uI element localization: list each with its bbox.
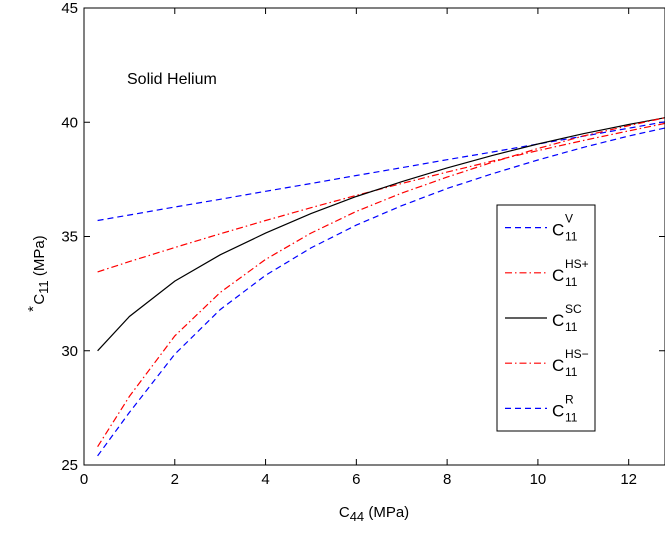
y-tick-label: 30 xyxy=(61,343,78,360)
legend-label-sup-4: HS− xyxy=(565,347,589,361)
legend-label-3: C xyxy=(552,311,564,330)
series-line-1 xyxy=(97,121,665,222)
x-tick-label: 10 xyxy=(530,471,547,488)
series-line-5 xyxy=(97,127,665,457)
y-axis-label-unit: (MPa) xyxy=(31,235,48,280)
svg-text:C11 (MPa): C11 (MPa) xyxy=(31,235,51,304)
x-tick-label: 8 xyxy=(443,471,451,488)
y-tick-label: 40 xyxy=(61,114,78,131)
legend-label-sub-1: 11 xyxy=(565,230,578,244)
x-axis-label-unit: (MPa) xyxy=(364,504,409,521)
legend-label-5: C xyxy=(552,401,564,420)
x-axis-label: C44 (MPa) xyxy=(339,504,409,524)
legend-label-sup-2: HS+ xyxy=(565,257,589,271)
series-line-4 xyxy=(97,117,665,448)
legend-label-1: C xyxy=(552,221,564,240)
ticks-layer: 0 2 4 6 8 10 12 25 30 35 40 45 xyxy=(61,0,665,488)
x-axis-label-sub: 44 xyxy=(350,509,364,524)
y-axis-label-main: C xyxy=(31,294,48,305)
x-tick-label: 6 xyxy=(352,471,360,488)
plot-frame xyxy=(83,7,665,466)
x-tick-label: 2 xyxy=(171,471,179,488)
legend-label-sub-4: 11 xyxy=(565,365,578,379)
annotation-text: Solid Helium xyxy=(127,71,217,88)
x-tick-label: 12 xyxy=(620,471,637,488)
y-axis-label-sub: 11 xyxy=(36,280,51,294)
legend-label-sup-3: SC xyxy=(565,302,582,316)
legend-label-sup-1: V xyxy=(565,212,573,226)
legend-label-4: C xyxy=(552,356,564,375)
y-tick-label: 45 xyxy=(61,0,78,17)
y-axis-label-sup: * xyxy=(25,306,42,312)
x-tick-label: 0 xyxy=(80,471,88,488)
series-line-3 xyxy=(97,117,665,352)
legend-label-sub-3: 11 xyxy=(565,320,578,334)
legend-label-2: C xyxy=(552,266,564,285)
series-layer xyxy=(97,117,665,457)
x-tick-label: 4 xyxy=(261,471,269,488)
y-tick-label: 35 xyxy=(61,229,78,246)
legend-label-sub-2: 11 xyxy=(565,275,578,289)
legend-label-sup-5: R xyxy=(565,392,574,406)
y-tick-label: 25 xyxy=(61,457,78,474)
y-axis-label: C11 (MPa) * xyxy=(25,235,51,312)
legend-label-sub-5: 11 xyxy=(565,410,578,424)
x-axis-label-main: C xyxy=(339,504,350,521)
